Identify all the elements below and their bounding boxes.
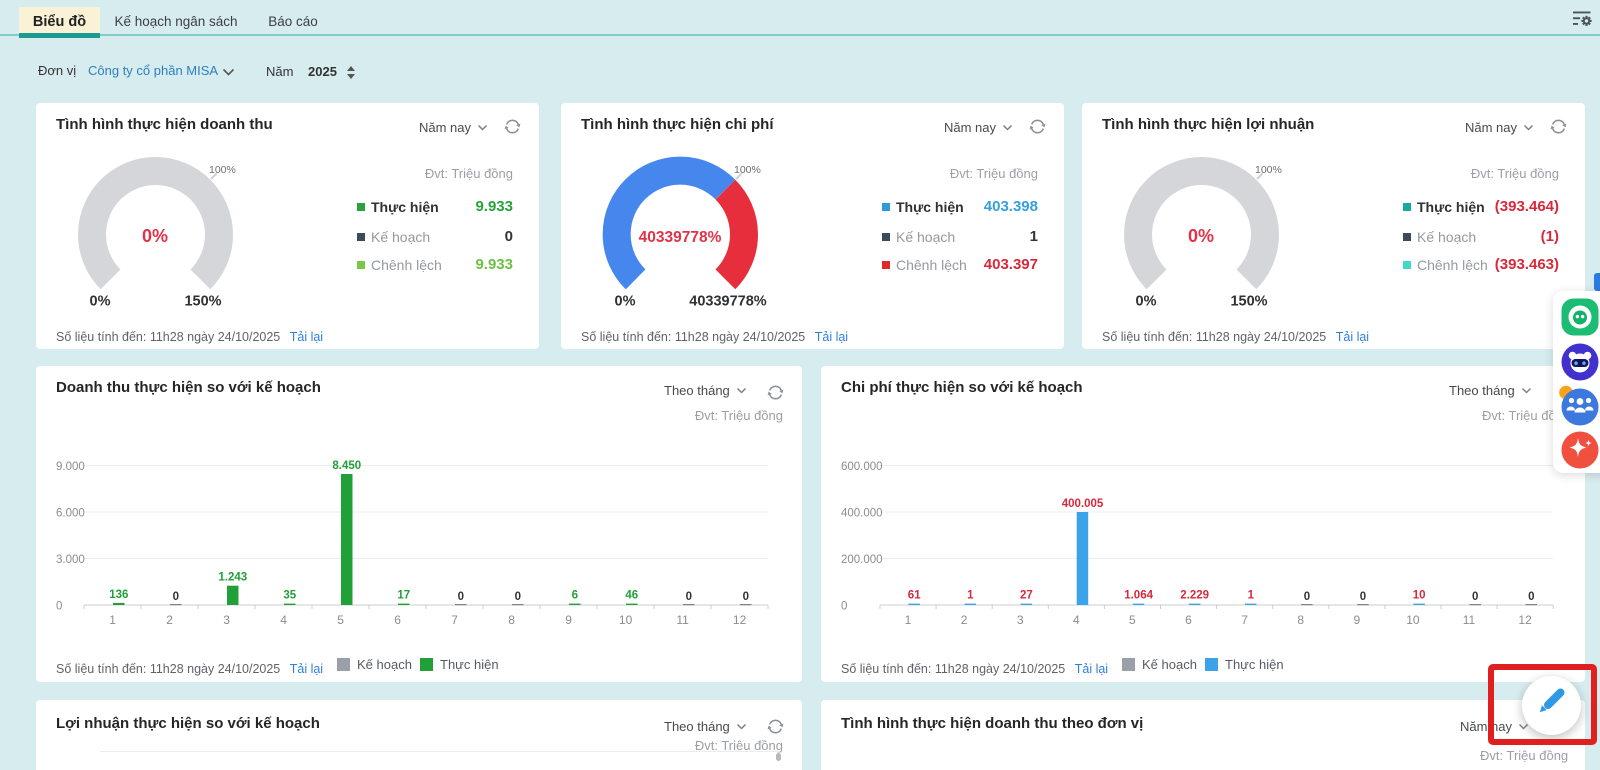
svg-text:35: 35: [283, 590, 296, 602]
svg-text:100%: 100%: [734, 164, 761, 176]
svg-text:0: 0: [56, 601, 62, 613]
svg-text:0: 0: [1472, 591, 1478, 603]
svg-text:10: 10: [619, 613, 633, 627]
svg-text:4: 4: [280, 613, 287, 627]
svg-text:1.243: 1.243: [218, 572, 247, 584]
svg-text:6.000: 6.000: [56, 508, 85, 520]
svg-text:0: 0: [1528, 591, 1534, 603]
svg-text:2: 2: [166, 613, 173, 627]
svg-text:8: 8: [1297, 613, 1304, 627]
svg-text:400.000: 400.000: [841, 508, 883, 520]
svg-text:7: 7: [451, 613, 458, 627]
svg-text:10: 10: [1413, 590, 1426, 602]
svg-text:17: 17: [397, 590, 410, 602]
svg-text:6: 6: [1185, 613, 1192, 627]
svg-text:9: 9: [1353, 613, 1360, 627]
svg-text:1.064: 1.064: [1124, 590, 1153, 602]
svg-text:1: 1: [109, 613, 116, 627]
svg-text:0: 0: [173, 591, 179, 603]
svg-text:40339778%: 40339778%: [689, 294, 767, 310]
svg-text:0: 0: [1360, 591, 1366, 603]
svg-text:600.000: 600.000: [841, 461, 883, 473]
svg-text:3.000: 3.000: [56, 554, 85, 566]
svg-text:0%: 0%: [1136, 294, 1157, 310]
svg-text:0: 0: [743, 591, 749, 603]
svg-text:150%: 150%: [184, 294, 221, 310]
svg-text:1: 1: [1248, 590, 1255, 602]
svg-text:12: 12: [1518, 613, 1532, 627]
svg-text:0%: 0%: [615, 294, 636, 310]
svg-text:0: 0: [1304, 591, 1310, 603]
svg-text:136: 136: [109, 589, 128, 601]
svg-text:400.005: 400.005: [1062, 498, 1104, 510]
svg-text:4: 4: [1073, 613, 1080, 627]
svg-text:8: 8: [508, 613, 515, 627]
svg-text:11: 11: [676, 613, 689, 627]
svg-text:7: 7: [1241, 613, 1248, 627]
svg-text:9: 9: [565, 613, 572, 627]
svg-text:0: 0: [515, 591, 521, 603]
svg-text:5: 5: [337, 613, 344, 627]
svg-text:11: 11: [1463, 613, 1476, 627]
svg-text:6: 6: [572, 590, 578, 602]
svg-text:1: 1: [967, 590, 974, 602]
svg-text:0%: 0%: [1188, 226, 1214, 246]
svg-text:2: 2: [961, 613, 968, 627]
svg-text:100%: 100%: [209, 164, 236, 176]
svg-text:0: 0: [686, 591, 692, 603]
svg-text:12: 12: [733, 613, 747, 627]
svg-text:46: 46: [625, 590, 638, 602]
svg-text:27: 27: [1020, 590, 1033, 602]
svg-text:8.450: 8.450: [332, 460, 361, 472]
svg-text:9.000: 9.000: [56, 461, 85, 473]
svg-text:0%: 0%: [90, 294, 111, 310]
svg-text:100%: 100%: [1255, 164, 1282, 176]
svg-text:5: 5: [1129, 613, 1136, 627]
svg-text:0%: 0%: [142, 226, 168, 246]
svg-text:10: 10: [1406, 613, 1420, 627]
svg-text:2.229: 2.229: [1180, 590, 1209, 602]
svg-text:6: 6: [394, 613, 401, 627]
svg-text:150%: 150%: [1230, 294, 1267, 310]
svg-text:1: 1: [905, 613, 912, 627]
svg-text:0: 0: [841, 601, 847, 613]
svg-text:3: 3: [223, 613, 230, 627]
svg-text:200.000: 200.000: [841, 554, 883, 566]
svg-text:61: 61: [908, 590, 921, 602]
svg-text:40339778%: 40339778%: [639, 229, 722, 246]
svg-text:3: 3: [1017, 613, 1024, 627]
svg-text:0: 0: [458, 591, 464, 603]
